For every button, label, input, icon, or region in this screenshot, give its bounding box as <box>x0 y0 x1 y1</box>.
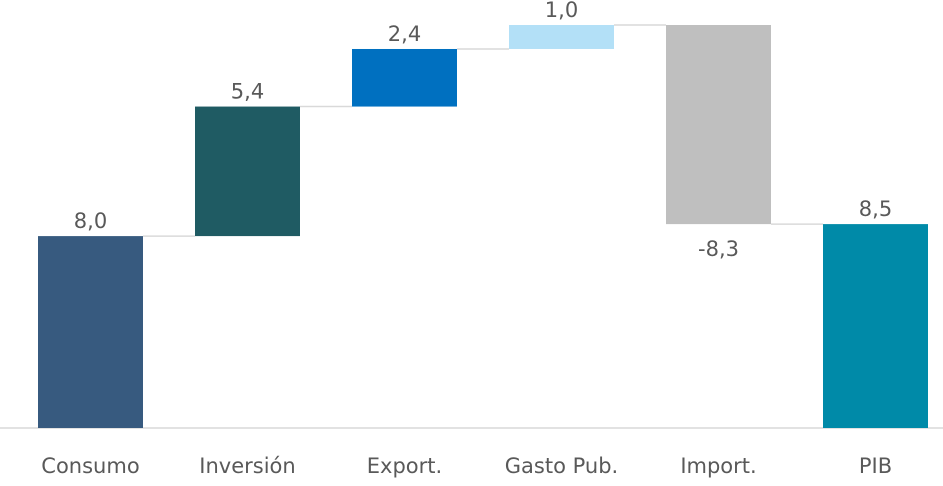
bar <box>509 25 614 49</box>
value-label: -8,3 <box>698 237 739 261</box>
value-label: 1,0 <box>545 0 578 22</box>
x-tick-label: Gasto Pub. <box>505 454 618 478</box>
bar <box>195 106 300 237</box>
bar <box>666 25 771 225</box>
bar <box>38 236 143 428</box>
x-tick-label: Consumo <box>41 454 139 478</box>
x-tick-label: PIB <box>859 454 892 478</box>
x-tick-label: Export. <box>367 454 442 478</box>
x-tick-label: Import. <box>680 454 756 478</box>
bar <box>352 48 457 107</box>
value-label: 8,5 <box>859 197 892 221</box>
value-label: 8,0 <box>74 209 107 233</box>
value-label: 5,4 <box>231 80 264 104</box>
value-label: 2,4 <box>388 22 421 46</box>
bar <box>823 224 928 428</box>
x-tick-label: Inversión <box>199 454 295 478</box>
